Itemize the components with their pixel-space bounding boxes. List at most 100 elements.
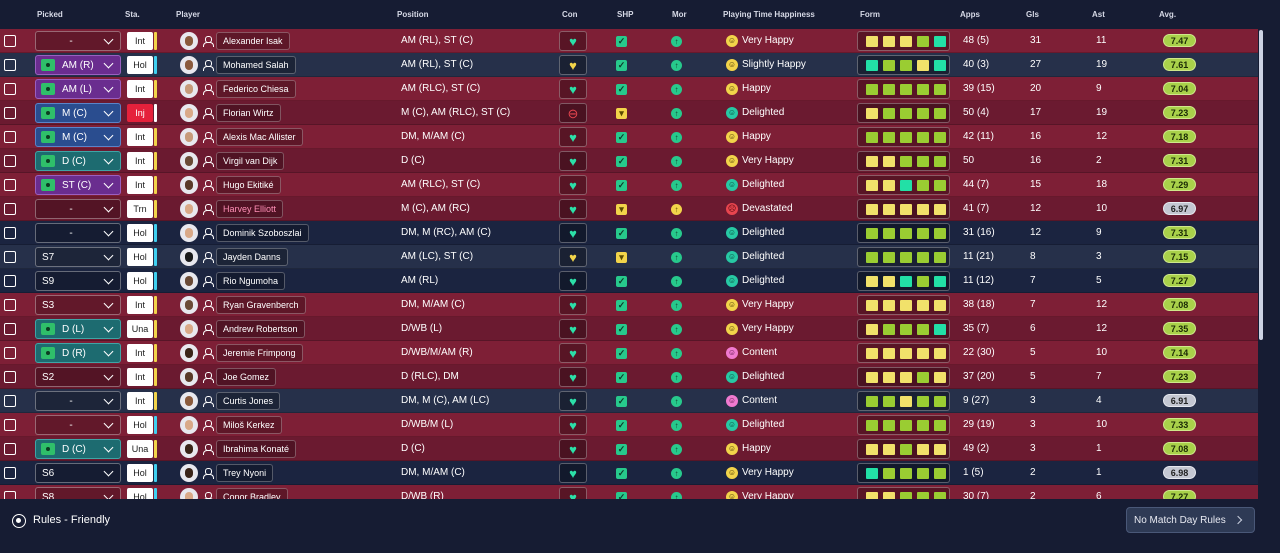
table-row[interactable]: D (C) Una Ibrahima Konaté D (C) ♥ ✓ ↑ ☺ Happy 49 … [0, 437, 1258, 461]
scrollbar-thumb[interactable] [1259, 30, 1263, 340]
col-shp-header[interactable]: SHP [617, 10, 634, 19]
table-row[interactable]: M (C) Inj Florian Wirtz M (C), AM (RLC), ST… [0, 101, 1258, 125]
player-name[interactable]: Jeremie Frimpong [216, 344, 303, 362]
col-sta-header[interactable]: Sta. [125, 10, 140, 19]
picked-select[interactable]: - [35, 31, 121, 51]
picked-select[interactable]: D (R) [35, 343, 121, 363]
status-badge[interactable]: Int [127, 80, 153, 98]
table-row[interactable]: S2 Int Joe Gomez D (RLC), DM ♥ ✓ ↑ ☺ Delighted 37… [0, 365, 1258, 389]
table-row[interactable]: - Int Alexander Isak AM (RL), ST (C) ♥ ✓ ↑ ☺ Ver… [0, 29, 1258, 53]
picked-select[interactable]: S9 [35, 271, 121, 291]
player-name[interactable]: Rio Ngumoha [216, 272, 286, 290]
col-player-header[interactable]: Player [176, 10, 201, 19]
player-name[interactable]: Dominik Szoboszlai [216, 224, 309, 242]
row-checkbox[interactable] [4, 155, 16, 167]
player-name[interactable]: Alexis Mac Allister [216, 128, 303, 146]
player-name[interactable]: Alexander Isak [216, 32, 290, 50]
status-badge[interactable]: Hol [127, 56, 153, 74]
row-checkbox[interactable] [4, 443, 16, 455]
status-badge[interactable]: Hol [127, 464, 153, 482]
picked-select[interactable]: M (C) [35, 127, 121, 147]
picked-select[interactable]: D (C) [35, 151, 121, 171]
player-name[interactable]: Ryan Gravenberch [216, 296, 306, 314]
table-row[interactable]: D (C) Int Virgil van Dijk D (C) ♥ ✓ ↑ ☺ Very Hap… [0, 149, 1258, 173]
row-checkbox[interactable] [4, 347, 16, 359]
status-badge[interactable]: Trn [127, 200, 153, 218]
col-ast-header[interactable]: Ast [1092, 10, 1105, 19]
status-badge[interactable]: Int [127, 152, 153, 170]
picked-select[interactable]: S2 [35, 367, 121, 387]
col-avg-header[interactable]: Avg. [1159, 10, 1177, 19]
row-checkbox[interactable] [4, 35, 16, 47]
status-badge[interactable]: Int [127, 128, 153, 146]
picked-select[interactable]: - [35, 223, 121, 243]
picked-select[interactable]: S7 [35, 247, 121, 267]
picked-select[interactable]: - [35, 391, 121, 411]
player-name[interactable]: Trey Nyoni [216, 464, 274, 482]
player-name[interactable]: Mohamed Salah [216, 56, 296, 74]
picked-select[interactable]: S6 [35, 463, 121, 483]
player-name[interactable]: Miloš Kerkez [216, 416, 282, 434]
status-badge[interactable]: Int [127, 392, 153, 410]
table-row[interactable]: S8 Hol Conor Bradley D/WB (R) ♥ ✓ ↑ ☺ Very Happy… [0, 485, 1258, 499]
player-name[interactable]: Andrew Robertson [216, 320, 305, 338]
row-checkbox[interactable] [4, 467, 16, 479]
picked-select[interactable]: - [35, 199, 121, 219]
table-row[interactable]: - Trn Harvey Elliott M (C), AM (RC) ♥ ▾ ↑ ☹ Deva… [0, 197, 1258, 221]
picked-select[interactable]: M (C) [35, 103, 121, 123]
table-row[interactable]: D (L) Una Andrew Robertson D/WB (L) ♥ ✓ ↑ ☺ Very… [0, 317, 1258, 341]
player-name[interactable]: Conor Bradley [216, 488, 288, 499]
row-checkbox[interactable] [4, 299, 16, 311]
status-badge[interactable]: Una [127, 320, 153, 338]
picked-select[interactable]: D (C) [35, 439, 121, 459]
picked-select[interactable]: - [35, 415, 121, 435]
table-row[interactable]: S6 Hol Trey Nyoni DM, M/AM (C) ♥ ✓ ↑ ☺ Very Happ… [0, 461, 1258, 485]
table-row[interactable]: AM (R) Hol Mohamed Salah AM (RL), ST (C) ♥ ✓ ↑… [0, 53, 1258, 77]
row-checkbox[interactable] [4, 203, 16, 215]
picked-select[interactable]: ST (C) [35, 175, 121, 195]
table-row[interactable]: - Hol Miloš Kerkez D/WB/M (L) ♥ ✓ ↑ ☺ Delighted 2… [0, 413, 1258, 437]
status-badge[interactable]: Int [127, 32, 153, 50]
status-badge[interactable]: Una [127, 440, 153, 458]
status-badge[interactable]: Hol [127, 248, 153, 266]
status-badge[interactable]: Hol [127, 272, 153, 290]
player-name[interactable]: Curtis Jones [216, 392, 281, 410]
table-row[interactable]: AM (L) Int Federico Chiesa AM (RLC), ST (C)… [0, 77, 1258, 101]
picked-select[interactable]: AM (L) [35, 79, 121, 99]
status-badge[interactable]: Int [127, 176, 153, 194]
picked-select[interactable]: S3 [35, 295, 121, 315]
status-badge[interactable]: Int [127, 344, 153, 362]
row-checkbox[interactable] [4, 419, 16, 431]
col-form-header[interactable]: Form [860, 10, 880, 19]
row-checkbox[interactable] [4, 179, 16, 191]
table-row[interactable]: - Hol Dominik Szoboszlai DM, M (RC), AM (C)… [0, 221, 1258, 245]
picked-select[interactable]: AM (R) [35, 55, 121, 75]
row-checkbox[interactable] [4, 83, 16, 95]
row-checkbox[interactable] [4, 323, 16, 335]
col-apps-header[interactable]: Apps [960, 10, 980, 19]
table-row[interactable]: S3 Int Ryan Gravenberch DM, M/AM (C) ♥ ✓ ↑ ☺ Ver… [0, 293, 1258, 317]
status-badge[interactable]: Inj [127, 104, 153, 122]
row-checkbox[interactable] [4, 371, 16, 383]
row-checkbox[interactable] [4, 227, 16, 239]
col-gls-header[interactable]: Gls [1026, 10, 1039, 19]
rules-label[interactable]: Rules - Friendly [33, 514, 111, 526]
row-checkbox[interactable] [4, 59, 16, 71]
status-badge[interactable]: Hol [127, 488, 153, 499]
status-badge[interactable]: Hol [127, 416, 153, 434]
match-day-rules-button[interactable]: No Match Day Rules [1126, 507, 1255, 533]
row-checkbox[interactable] [4, 107, 16, 119]
player-name[interactable]: Federico Chiesa [216, 80, 296, 98]
player-name[interactable]: Hugo Ekitiké [216, 176, 281, 194]
col-pth-header[interactable]: Playing Time Happiness [723, 10, 815, 19]
col-picked-header[interactable]: Picked [37, 10, 63, 19]
status-badge[interactable]: Int [127, 368, 153, 386]
player-name[interactable]: Jayden Danns [216, 248, 288, 266]
row-checkbox[interactable] [4, 395, 16, 407]
row-checkbox[interactable] [4, 275, 16, 287]
status-badge[interactable]: Hol [127, 224, 153, 242]
status-badge[interactable]: Int [127, 296, 153, 314]
col-mor-header[interactable]: Mor [672, 10, 687, 19]
table-row[interactable]: M (C) Int Alexis Mac Allister DM, M/AM (C) ♥… [0, 125, 1258, 149]
player-name[interactable]: Ibrahima Konaté [216, 440, 297, 458]
